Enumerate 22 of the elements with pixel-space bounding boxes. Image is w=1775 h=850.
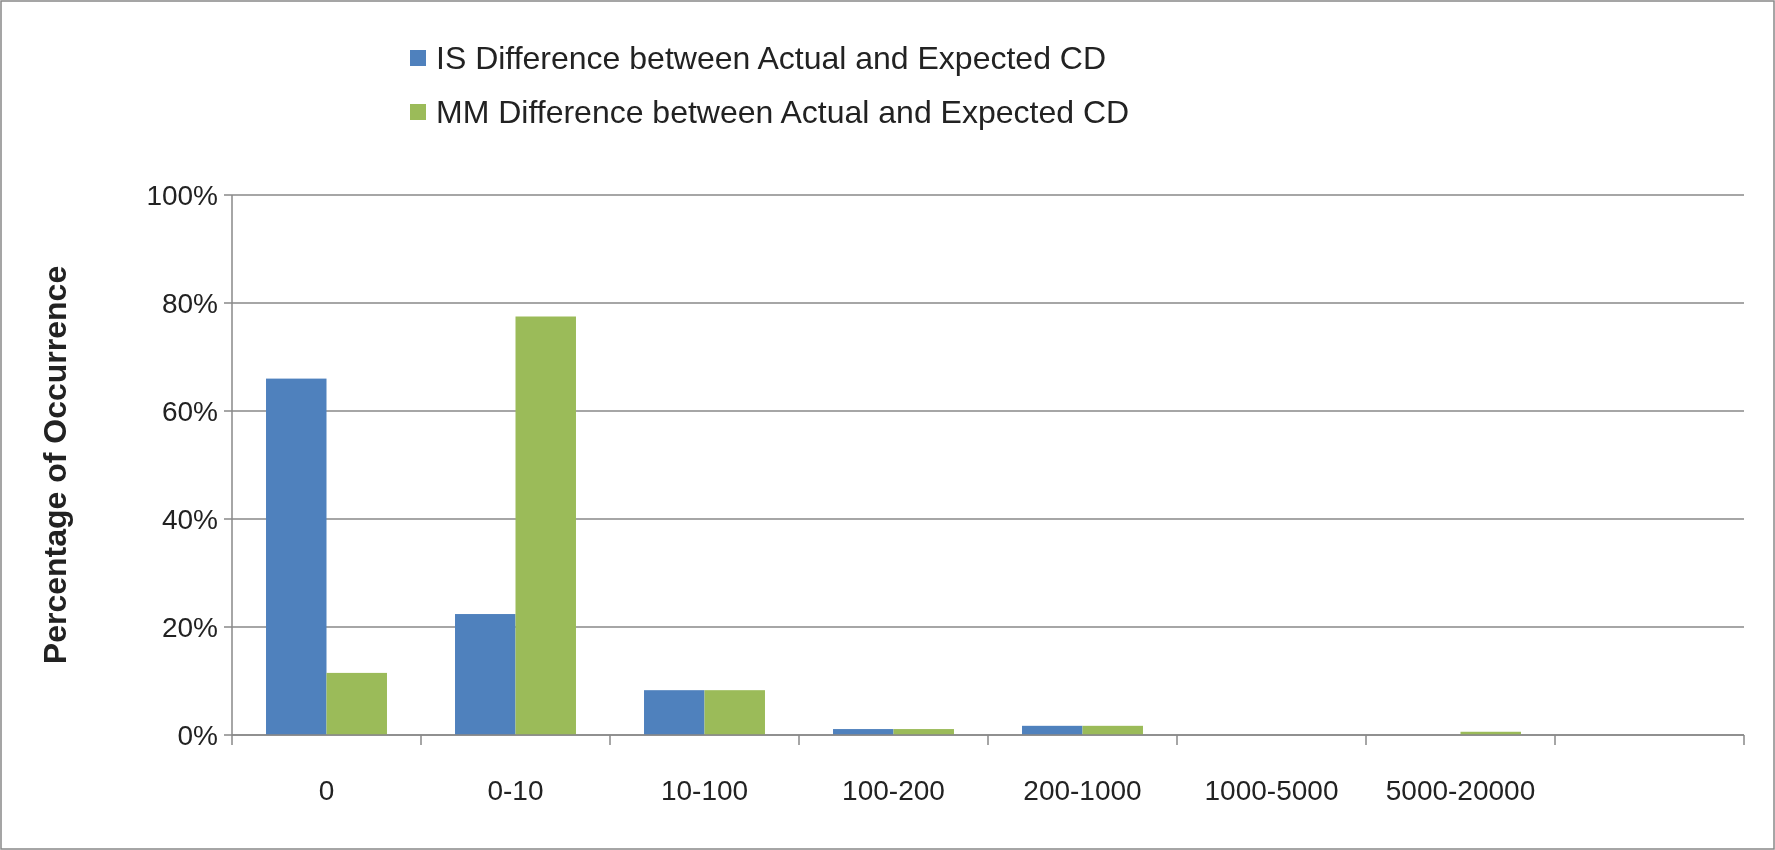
y-axis-title: Percentage of Occurrence bbox=[37, 265, 73, 665]
y-tick-label: 100% bbox=[146, 179, 218, 211]
x-tick-label: 5000-20000 bbox=[1385, 775, 1536, 806]
bar bbox=[644, 690, 705, 735]
x-tick-label: 0 bbox=[318, 775, 335, 806]
x-tick-label: 200-1000 bbox=[1023, 775, 1142, 806]
y-tick-label: 20% bbox=[161, 611, 218, 643]
x-tick-label: 100-200 bbox=[842, 775, 945, 806]
bar bbox=[266, 378, 327, 735]
legend-label: MM Difference between Actual and Expected CD bbox=[436, 94, 1130, 131]
y-tick-label: 60% bbox=[161, 395, 218, 427]
y-tick-label: 40% bbox=[161, 503, 218, 535]
bar bbox=[515, 316, 576, 735]
y-tick-label: 0% bbox=[177, 719, 218, 751]
legend-label: IS Difference between Actual and Expected CD bbox=[436, 40, 1107, 77]
bar bbox=[455, 614, 516, 735]
x-tick-label: 10-100 bbox=[660, 775, 749, 806]
bar bbox=[326, 672, 387, 735]
y-tick-label: 80% bbox=[161, 287, 218, 319]
bar bbox=[704, 690, 765, 735]
x-tick-label: 1000-5000 bbox=[1204, 775, 1339, 806]
x-tick-label: 0-10 bbox=[487, 775, 544, 806]
